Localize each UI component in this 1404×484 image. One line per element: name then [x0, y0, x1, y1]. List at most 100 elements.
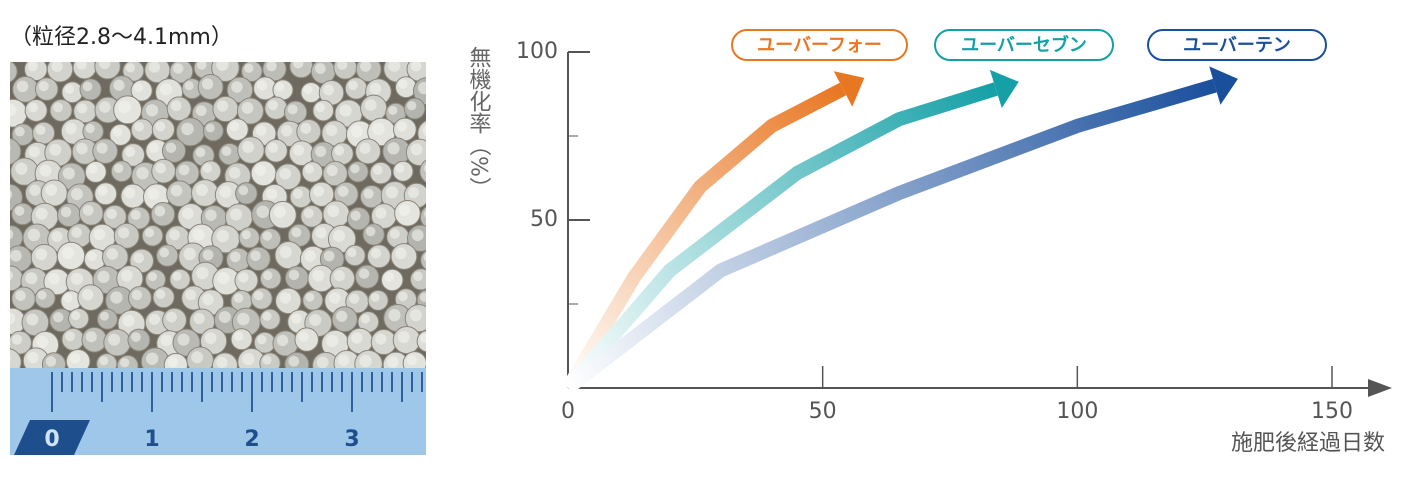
pebble-highlight — [387, 356, 399, 368]
pebble-highlight — [406, 100, 417, 111]
pebble-highlight — [241, 230, 251, 240]
pebble-highlight — [113, 163, 124, 173]
pebble-highlight — [61, 246, 75, 260]
pebble-highlight — [360, 314, 370, 324]
pebble-highlight — [360, 62, 372, 72]
ruler-label: 2 — [244, 427, 259, 452]
pebble-highlight — [205, 209, 217, 221]
pebble-highlight — [159, 247, 170, 258]
pebble-highlight — [85, 331, 97, 343]
pebble — [416, 330, 426, 353]
legend-label: ユーバーフォー — [757, 35, 882, 56]
pebble-highlight — [14, 206, 25, 216]
pebble-highlight — [53, 102, 63, 113]
photo-caption: （粒径2.8～4.1mm） — [10, 25, 233, 50]
pebble-highlight — [10, 103, 17, 117]
pebble-highlight — [14, 126, 25, 137]
pebble-highlight — [172, 271, 182, 281]
pebble-highlight — [389, 228, 400, 239]
pebble-highlight — [167, 356, 179, 368]
pebble-highlight — [35, 125, 46, 135]
pebble-highlight — [327, 205, 340, 218]
pebble-highlight — [231, 81, 243, 93]
pebble-highlight — [27, 228, 41, 242]
pebble-highlight — [181, 122, 194, 136]
pebble-highlight — [160, 334, 173, 347]
pebble-highlight — [76, 142, 88, 155]
pebble-highlight — [45, 356, 57, 367]
pebble-highlight — [148, 142, 160, 153]
ruler-label: 1 — [144, 427, 159, 452]
pebble-highlight — [195, 147, 206, 158]
pebble-highlight — [363, 188, 374, 199]
pebble-highlight — [85, 123, 95, 134]
ruler-label: 3 — [344, 427, 359, 452]
legend-box — [731, 29, 908, 61]
pebble-highlight — [27, 351, 39, 364]
pebble-highlight — [334, 145, 345, 156]
pebble-highlight — [154, 205, 166, 217]
pebble-highlight — [337, 185, 349, 197]
pebble-highlight — [424, 210, 426, 219]
pebble-highlight — [238, 185, 249, 196]
pebble-highlight — [413, 271, 423, 282]
pebble-highlight — [323, 250, 335, 262]
pebble-highlight — [228, 167, 241, 179]
pebble-highlight — [76, 62, 87, 70]
pebble-highlight — [398, 204, 411, 217]
pebble-highlight — [254, 164, 267, 176]
pebble-highlight — [370, 248, 382, 259]
pebble-highlight — [410, 143, 423, 156]
pebble-highlight — [53, 312, 64, 323]
pebble-highlight — [202, 163, 213, 173]
pebble-highlight — [218, 311, 231, 324]
pebble-highlight — [133, 252, 145, 264]
pebble-highlight — [398, 79, 408, 89]
pebble-highlight — [125, 146, 136, 158]
pebble-highlight — [337, 354, 350, 366]
pebble-highlight — [325, 124, 338, 137]
pebble-highlight — [170, 184, 183, 197]
pebble-highlight — [165, 142, 177, 154]
pebble-highlight — [122, 314, 135, 327]
pebble-highlight — [110, 291, 123, 304]
pebble-highlight — [388, 105, 398, 115]
pebble-highlight — [45, 184, 58, 196]
x-tick-label: 50 — [809, 399, 837, 424]
series-line — [562, 82, 998, 393]
pebble-highlight — [332, 229, 346, 243]
pebble-highlight — [36, 335, 49, 348]
pebble-highlight — [349, 293, 360, 304]
pebble-highlight — [266, 62, 277, 72]
pebble-highlight — [287, 104, 298, 115]
pebble-highlight — [298, 331, 309, 342]
pebble-highlight — [300, 123, 312, 134]
legend-label: ユーバーテン — [1183, 35, 1291, 56]
pebble-highlight — [63, 293, 73, 303]
pebble-highlight — [11, 334, 23, 345]
pebble-highlight — [88, 164, 98, 174]
pebble-highlight — [257, 335, 267, 345]
pebble-highlight — [315, 102, 325, 113]
pebble-highlight — [155, 162, 166, 174]
pebble-highlight — [10, 145, 11, 152]
pebble-highlight — [71, 188, 83, 201]
pebble-highlight — [216, 356, 228, 369]
pebble-highlight — [328, 292, 341, 304]
pebble-highlight — [384, 272, 395, 282]
pebble-highlight — [205, 123, 215, 133]
pebble-highlight — [25, 272, 38, 285]
pebble-highlight — [406, 354, 418, 366]
pebble-highlight — [10, 356, 11, 363]
pebble-highlight — [397, 330, 410, 344]
pebble-highlight — [350, 125, 363, 138]
arrow-head — [1209, 66, 1238, 105]
pebble-highlight — [124, 187, 136, 199]
pebble-highlight — [202, 293, 214, 306]
pebble-highlight — [87, 251, 97, 262]
pebble-highlight — [39, 164, 52, 177]
pebble-highlight — [82, 204, 94, 216]
pebble-highlight — [256, 205, 270, 219]
pebble-highlight — [99, 356, 109, 366]
